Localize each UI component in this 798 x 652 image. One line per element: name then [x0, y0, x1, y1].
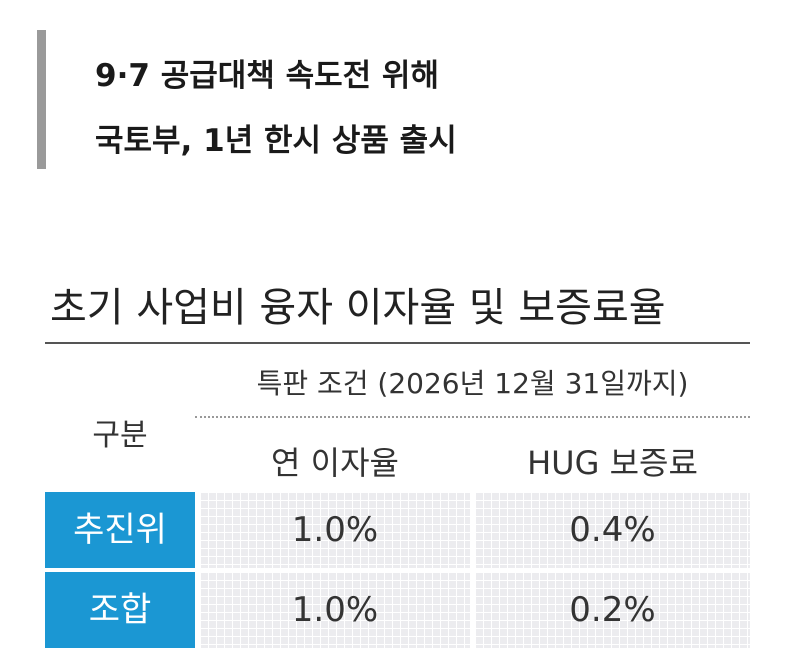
cell-value: 1.0%: [200, 572, 470, 648]
row-label: 조합: [45, 572, 195, 648]
table-title: 초기 사업비 융자 이자율 및 보증료율: [50, 285, 666, 331]
cell-value: 0.4%: [475, 492, 750, 568]
cell-value: 0.2%: [475, 572, 750, 648]
header-category: 구분: [92, 418, 148, 453]
rule: [45, 342, 750, 344]
headline-line: 국토부, 1년 한시 상품 출시: [95, 123, 457, 159]
header-column: 연 이자율: [271, 444, 399, 482]
header-column: HUG 보증료: [527, 444, 698, 482]
header-group: 특판 조건 (2026년 12월 31일까지): [256, 367, 689, 400]
headline-line: 9·7 공급대책 속도전 위해: [95, 58, 439, 94]
dotted-rule: [195, 416, 750, 418]
cell-value: 1.0%: [200, 492, 470, 568]
row-label: 추진위: [45, 492, 195, 568]
quote-bar: [37, 30, 46, 169]
